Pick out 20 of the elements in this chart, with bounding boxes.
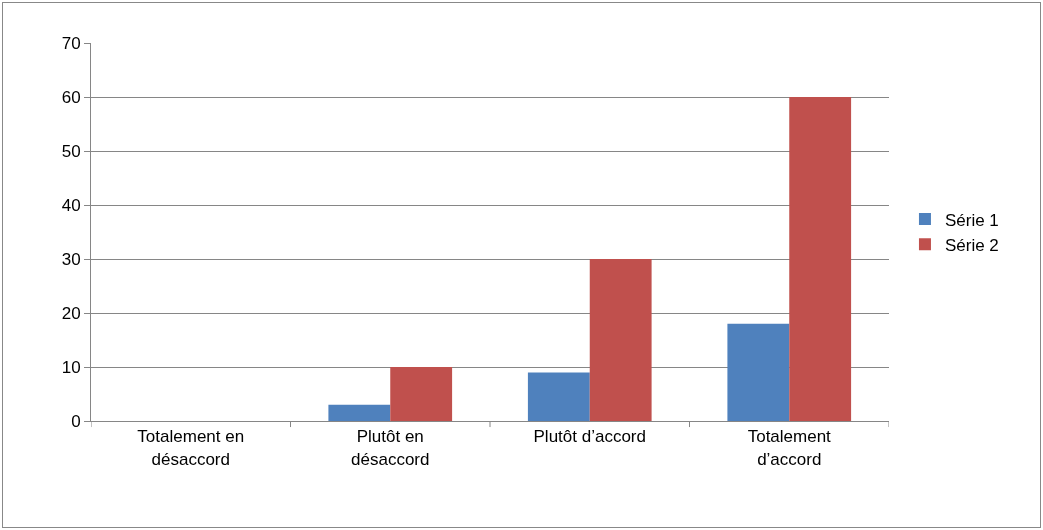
y-tick-label: 10	[61, 357, 81, 377]
x-tick-label: Totalement d’accord	[747, 427, 832, 469]
y-tick-label: 0	[71, 411, 81, 431]
bar	[328, 404, 391, 421]
y-tick-label: 40	[61, 195, 81, 215]
y-tick-label: 50	[61, 141, 81, 161]
legend-label: Série 1	[944, 210, 999, 230]
bar	[390, 367, 453, 421]
x-tick-label: Totalement en désaccord	[137, 427, 245, 469]
y-tick-label: 30	[61, 249, 81, 269]
bar	[789, 97, 852, 421]
y-tick-label: 70	[61, 33, 81, 53]
bar	[727, 323, 790, 421]
x-tick-label: Plutôt en désaccord	[351, 427, 430, 469]
bar	[589, 259, 652, 421]
y-tick-label: 60	[61, 87, 81, 107]
bar	[527, 372, 590, 421]
x-tick-label: Plutôt d’accord	[533, 427, 646, 447]
legend-label: Série 2	[944, 235, 999, 255]
y-tick-label: 20	[61, 303, 81, 323]
